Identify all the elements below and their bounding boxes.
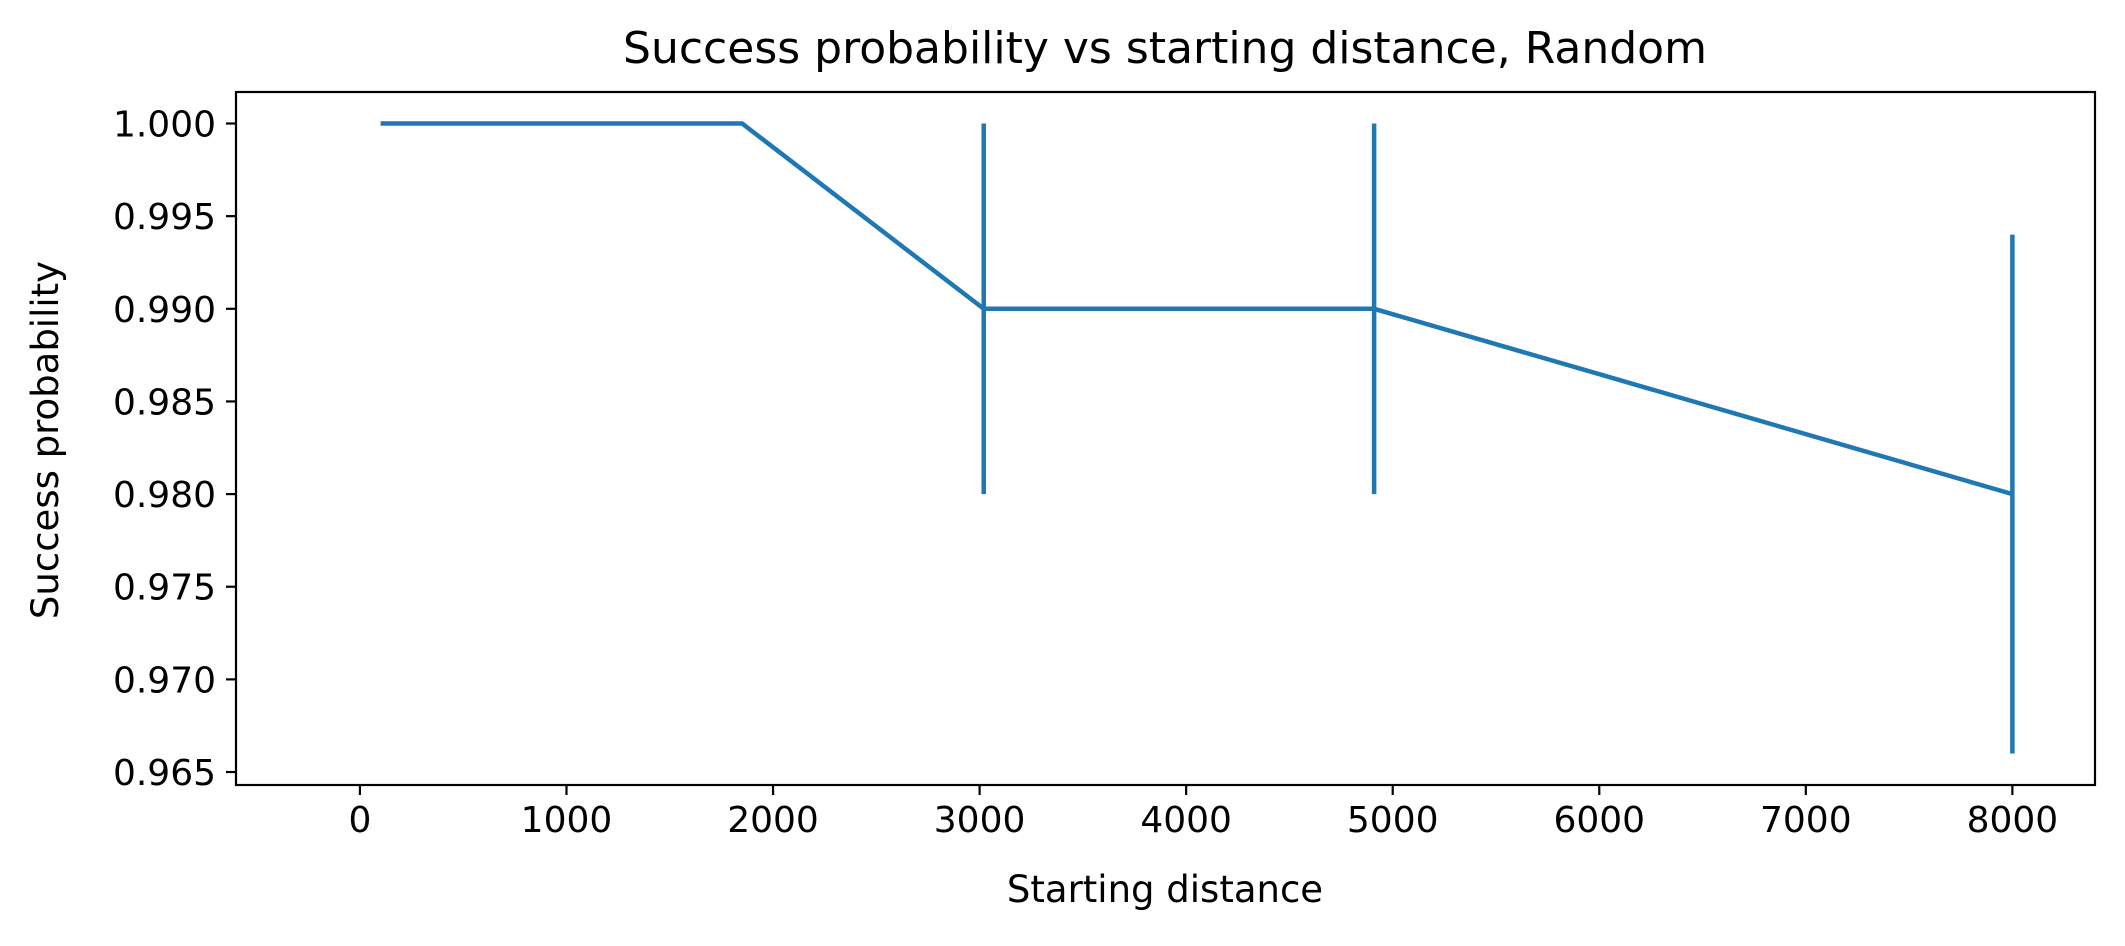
y-tick-label: 0.995 xyxy=(113,197,216,238)
x-tick-label: 4000 xyxy=(1140,800,1232,841)
x-axis-label: Starting distance xyxy=(1007,868,1323,911)
x-tick-label: 5000 xyxy=(1347,800,1439,841)
y-tick-label: 0.985 xyxy=(113,382,216,423)
y-tick-label: 0.975 xyxy=(113,568,216,609)
chart-title: Success probability vs starting distance… xyxy=(623,23,1707,74)
x-tick-label: 0 xyxy=(348,800,371,841)
y-axis-label: Success probability xyxy=(24,261,67,619)
x-tick-label: 3000 xyxy=(934,800,1026,841)
x-tick-label: 1000 xyxy=(521,800,613,841)
x-tick-label: 7000 xyxy=(1760,800,1852,841)
x-tick-label: 6000 xyxy=(1553,800,1645,841)
x-tick-label: 8000 xyxy=(1967,800,2059,841)
y-tick-label: 1.000 xyxy=(113,105,216,146)
y-tick-label: 0.965 xyxy=(113,753,216,794)
x-tick-label: 2000 xyxy=(727,800,819,841)
plot-frame xyxy=(234,90,2097,787)
y-tick-label: 0.970 xyxy=(113,660,216,701)
y-tick-label: 0.980 xyxy=(113,475,216,516)
plot-area: 0 1000 2000 3000 4000 5000 6000 7000 8000 0.965 0.… xyxy=(113,90,2097,841)
y-tick-label: 0.990 xyxy=(113,290,216,331)
series-line xyxy=(380,121,2014,497)
